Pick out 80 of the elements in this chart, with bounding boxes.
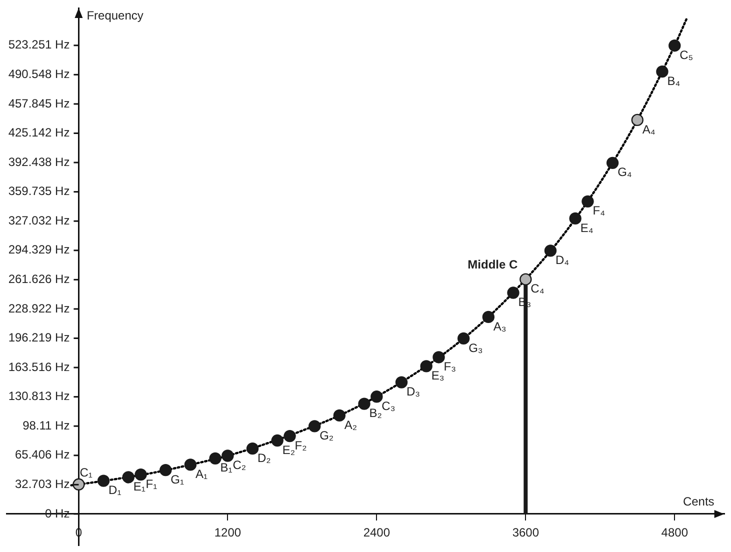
annotation: G₃ [468, 340, 483, 355]
point [420, 360, 432, 372]
point [246, 442, 259, 455]
annotation: G₂ [320, 428, 334, 443]
annotation: D₂ [258, 450, 272, 465]
point [656, 65, 668, 78]
annotation: F₄ [592, 204, 606, 218]
annotation: D₃ [406, 384, 420, 399]
x-axis-title: Cents [682, 494, 714, 508]
y-tick-label: 228.922 Hz [8, 301, 70, 316]
annotation: E₁ [133, 480, 146, 494]
point [209, 452, 222, 465]
x-tick-label: 3600 [512, 525, 540, 540]
point [358, 398, 370, 410]
annotation: F₁ [146, 476, 158, 491]
y-tick-label: 490.548 Hz [8, 66, 70, 81]
point [582, 195, 594, 208]
y-tick-label: 98.11 Hz [22, 418, 70, 432]
y-tick-label: 196.219 Hz [8, 330, 70, 345]
annotation: F₃ [444, 360, 456, 374]
point [668, 40, 681, 52]
point [507, 286, 520, 299]
point [569, 212, 582, 225]
point [97, 474, 110, 487]
point [122, 471, 134, 484]
point [333, 409, 346, 422]
annotation: C₃ [382, 398, 396, 413]
point [184, 458, 197, 471]
point [631, 114, 644, 126]
annotation: C₄ [530, 282, 544, 296]
annotation: E₄ [580, 220, 594, 235]
point [308, 420, 321, 432]
annotation: A₁ [195, 467, 208, 482]
y-tick-label: 359.735 Hz [8, 184, 70, 198]
annotation: B₂ [369, 406, 382, 420]
x-tick-label: 1200 [214, 525, 242, 540]
y-tick-label: 130.813 Hz [8, 389, 70, 404]
annotation: C₂ [232, 458, 246, 472]
point [284, 430, 296, 442]
point [432, 351, 445, 364]
point [222, 450, 234, 462]
annotation: D₁ [108, 483, 122, 498]
annotation: C₅ [680, 48, 694, 62]
y-tick-label: 163.516 Hz [8, 360, 70, 374]
point [370, 390, 383, 403]
annotation: G₁ [170, 472, 184, 486]
y-tick-label: 392.438 Hz [8, 154, 70, 169]
y-tick-label: 65.406 Hz [15, 448, 70, 462]
x-tick-label: 4800 [661, 525, 688, 540]
point [271, 434, 284, 447]
y-tick-label: 327.032 Hz [8, 213, 70, 228]
point [72, 478, 85, 491]
point [544, 244, 557, 257]
annotation: C₁ [80, 466, 92, 480]
point [160, 464, 172, 476]
y-tick-label: 294.329 Hz [8, 242, 70, 257]
point [457, 332, 470, 345]
point [482, 310, 495, 324]
y-axis-title: Frequency [86, 8, 144, 22]
annotation: B₁ [220, 460, 232, 475]
x-tick-label: 2400 [363, 525, 390, 540]
y-tick-label: 261.626 Hz [8, 272, 70, 286]
point [606, 156, 619, 170]
point [134, 468, 147, 481]
y-tick-label: 32.703 Hz [15, 476, 70, 491]
annotation: B₄ [667, 74, 680, 88]
annotation: F₂ [294, 438, 308, 452]
annotation: D₄ [555, 252, 570, 267]
y-tick-label: 457.845 Hz [8, 96, 70, 110]
annotation: A₂ [344, 418, 358, 432]
annotation: A₃ [493, 319, 506, 334]
point [520, 273, 532, 286]
annotation: A₄ [642, 122, 656, 136]
y-tick-label: 425.142 Hz [8, 126, 70, 140]
annotation: E₃ [431, 368, 444, 383]
annotation: E₂ [282, 442, 296, 457]
annotation: G₄ [618, 165, 632, 180]
annotation: Middle C [468, 258, 518, 272]
y-tick-label: 523.251 Hz [8, 38, 70, 52]
point [395, 376, 408, 388]
